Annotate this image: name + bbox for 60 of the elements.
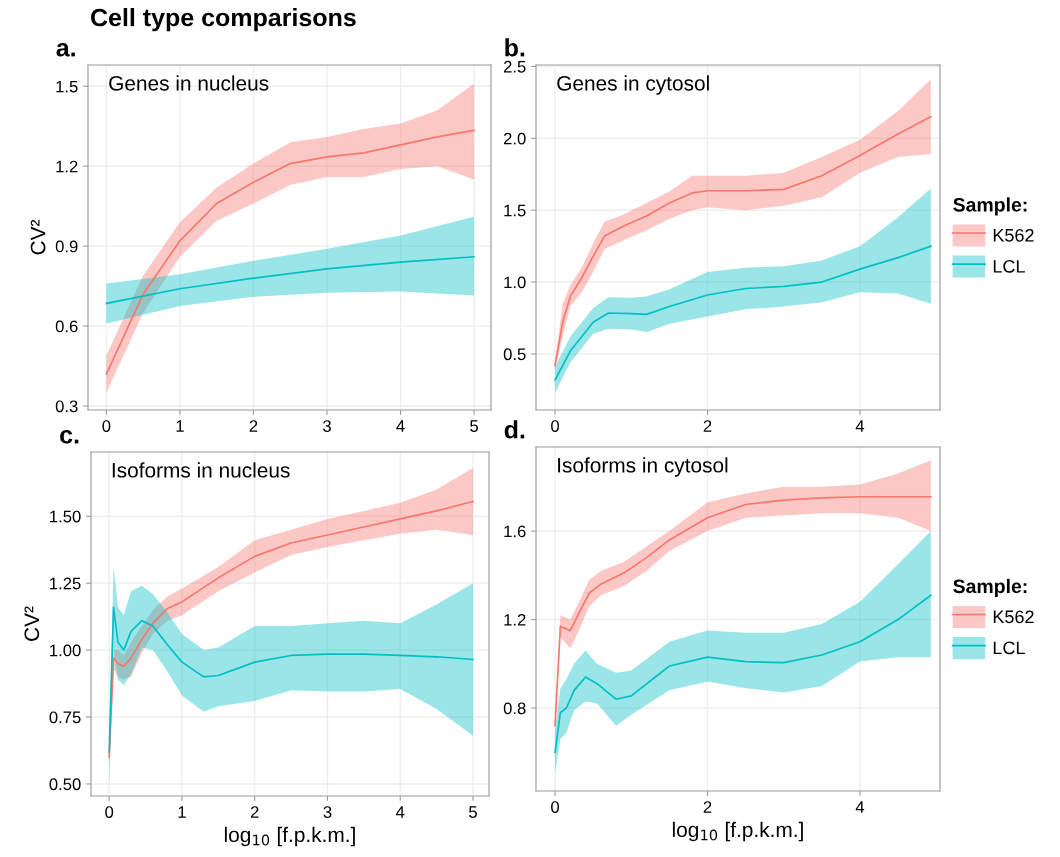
x-tick-label: 3 — [323, 806, 332, 818]
y-tick-label: 0.6 — [55, 320, 78, 333]
x-tick-label: 2 — [250, 806, 259, 818]
x-tick-label: 0 — [551, 801, 560, 813]
y-tick-label: 0.5 — [503, 348, 526, 361]
chart-subtitle: Genes in nucleus — [109, 75, 269, 91]
y-tick-label: 2.0 — [503, 132, 526, 145]
line-series — [554, 245, 932, 381]
y-tick-label: 1.5 — [56, 80, 78, 93]
y-tick-label: 1.2 — [56, 160, 78, 173]
line-series — [108, 606, 474, 753]
x-tick-label: 1 — [176, 420, 184, 432]
chart-title: b. — [505, 38, 525, 57]
y-tick-label: 1.0 — [504, 276, 526, 289]
y-tick-label: 1.25 — [50, 577, 81, 590]
legend-label: LCL — [993, 259, 1025, 273]
y-tick-label: 0.50 — [49, 778, 81, 791]
legend-label: LCL — [993, 641, 1025, 655]
x-tick-label: 4 — [395, 806, 405, 818]
y-tick-label: 0.3 — [55, 400, 78, 413]
x-tick-label: 0 — [102, 420, 111, 432]
text: Cell type comparisons — [91, 8, 356, 32]
y-tick-label: 1.2 — [504, 613, 526, 626]
line-series — [554, 594, 932, 754]
legend-title: Sample: — [953, 197, 1027, 216]
chart-subtitle: Isoforms in cytosol — [558, 457, 728, 477]
x-tick-label: 2 — [249, 420, 258, 432]
line-series — [105, 129, 475, 375]
x-tick-label: 0 — [551, 420, 560, 432]
legend-title: Sample: — [953, 578, 1027, 598]
y-tick-label: 2.5 — [503, 60, 526, 73]
x-tick-label: 4 — [855, 801, 865, 813]
y-tick-label: 0.9 — [55, 240, 78, 253]
x-axis-title: log$_{10}$ [f.p.k.m.] — [672, 821, 803, 842]
x-tick-label: 2 — [703, 420, 712, 432]
chart-title: a. — [56, 42, 75, 57]
x-axis-title: log$_{10}$ [f.p.k.m.] — [224, 826, 355, 847]
line-series — [105, 255, 475, 305]
x-tick-label: 3 — [323, 420, 331, 432]
x-tick-label: 5 — [470, 420, 479, 432]
y-tick-label: 1.5 — [504, 204, 526, 217]
chart-title: d. — [504, 420, 525, 439]
y-axis-title: CV² — [24, 606, 40, 641]
x-tick-label: 4 — [396, 420, 405, 432]
chart-subtitle: Isoforms in nucleus — [112, 462, 290, 478]
x-tick-label: 5 — [469, 806, 477, 818]
chart-subtitle: Genes in cytosol — [557, 75, 709, 95]
chart-title: c. — [60, 429, 79, 444]
x-tick-label: 4 — [855, 420, 865, 432]
y-tick-label: 0.75 — [49, 711, 81, 724]
x-tick-label: 1 — [178, 806, 186, 818]
y-tick-label: 0.8 — [503, 702, 526, 715]
legend-label: K562 — [993, 228, 1034, 242]
x-tick-label: 0 — [105, 806, 114, 818]
y-tick-label: 1.50 — [50, 510, 81, 523]
y-tick-label: 1.00 — [50, 644, 81, 657]
y-tick-label: 1.6 — [504, 525, 526, 538]
x-tick-label: 2 — [703, 801, 712, 813]
legend-label: K562 — [993, 610, 1034, 624]
y-axis-title: CV² — [30, 219, 46, 255]
